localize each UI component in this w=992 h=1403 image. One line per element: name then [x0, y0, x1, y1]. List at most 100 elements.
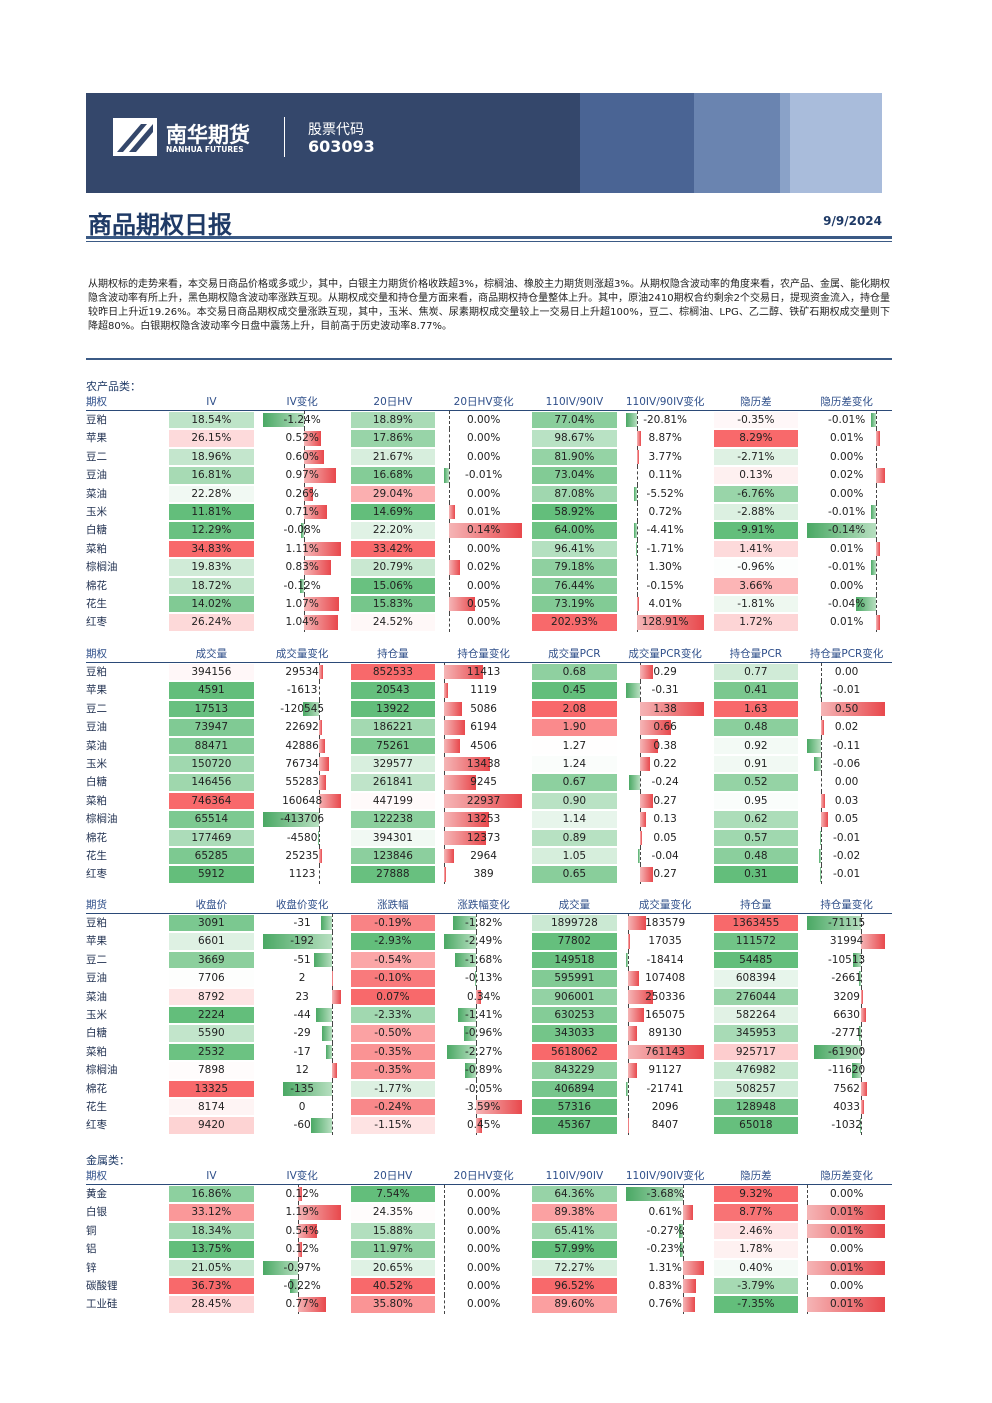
data-bar [861, 1007, 867, 1023]
table-cell: 17035 [620, 932, 711, 951]
cell-text: 0.54% [285, 1224, 319, 1237]
header-row: 期权 IV IV变化 20日HV 20日HV变化 110IV/90IV 110IV/90IV… [86, 394, 892, 411]
row-label: 菜粕 [86, 792, 166, 810]
table-row: 豆粕 3091 -31 -0.19% -1.82% 1899728 183579 136345… [86, 914, 892, 933]
bar-axis [821, 736, 823, 755]
cell-text: 棕榈油 [86, 561, 118, 574]
heat-cell [169, 467, 254, 484]
table-cell: -0.13% [438, 969, 529, 988]
cell-text: 4033 [833, 1100, 860, 1113]
row-label: 白糖 [86, 521, 166, 539]
data-bar [636, 615, 704, 630]
header-band: 南华期货 NANHUA FUTURES 股票代码 603093 [86, 93, 882, 193]
row-label: 豆粕 [86, 663, 166, 681]
table-cell: -1.41% [438, 1005, 529, 1025]
heat-cell [532, 485, 617, 502]
table-cell: 0.45% [438, 1116, 529, 1135]
column-header: 成交量变化 [638, 899, 692, 911]
table-cell: -21741 [620, 1079, 711, 1098]
data-bar [807, 1260, 886, 1275]
table-cell: 88471 [166, 737, 257, 755]
table-cell: 0.00% [438, 613, 529, 632]
cell-text: 0.02 [834, 721, 859, 734]
cell-text: 0.76% [648, 1298, 682, 1311]
cell-text: 0.00 [834, 666, 859, 678]
cell-text: -0.01 [833, 684, 861, 697]
data-bar [638, 848, 641, 864]
table-cell: 0.95 [711, 792, 802, 810]
heat-cell [532, 1025, 617, 1042]
column-header: 110IV/90IV变化 [625, 1170, 705, 1182]
table-cell: 107408 [620, 969, 711, 988]
cell-text: 6194 [470, 721, 497, 734]
table-cell: 26.24% [166, 613, 257, 631]
table-row: 苹果 26.15% 0.52% 17.86% 0.00% 98.67% 8.87% 8.29%… [86, 429, 892, 448]
table-cell: 394156 [166, 663, 257, 681]
data-bar [627, 1063, 637, 1078]
data-bar [318, 738, 325, 753]
table-cell: 630253 [529, 1006, 620, 1024]
bar-axis [636, 521, 638, 540]
cell-text: 1.04% [285, 616, 319, 629]
row-label: 白银 [86, 1203, 166, 1221]
table-cell: 1.38 [620, 699, 711, 719]
table-cell: -0.10% [348, 969, 439, 987]
heat-cell [350, 829, 436, 846]
data-bar [444, 683, 449, 698]
heat-cell [532, 1186, 617, 1203]
cell-text: 40.52% [372, 1279, 413, 1292]
table-cell: 0.11% [620, 466, 711, 485]
cell-text: -1.15% [374, 1119, 412, 1132]
table-cell: -3.79% [711, 1277, 802, 1295]
cell-text: 22.28% [191, 487, 232, 500]
table-cell: 89130 [620, 1024, 711, 1043]
column-header: 成交量 [195, 648, 228, 660]
bar-axis [875, 594, 877, 614]
bar-axis [476, 1061, 478, 1080]
heat-cell [713, 951, 799, 969]
table-cell: -1.68% [438, 950, 529, 970]
table-cell: 0.48 [711, 718, 802, 736]
heat-cell [350, 700, 436, 718]
cell-text: -0.10% [374, 972, 412, 985]
cell-text: 0.61% [648, 1206, 682, 1219]
heat-cell [169, 1062, 254, 1079]
row-label: 玉米 [86, 503, 166, 521]
cell-text: 925717 [735, 1045, 776, 1058]
cell-text: 2 [298, 972, 306, 985]
table-row: 棉花 177469 -4580 394301 12373 0.89 0.05 0.57 -0.0… [86, 828, 892, 847]
data-bar [444, 934, 477, 949]
table-cell: -2661 [801, 969, 892, 988]
table-row: 花生 65285 25235 123846 2964 1.05 -0.04 0.48 -0.02 [86, 846, 892, 866]
bar-axis [807, 1276, 809, 1296]
bar-axis [640, 846, 642, 866]
heat-cell [713, 700, 799, 718]
cell-text: 15.83% [372, 597, 413, 610]
cell-text: 0.62 [744, 813, 768, 826]
bar-axis [332, 950, 334, 970]
cell-text: 菜粕 [86, 1045, 107, 1058]
cell-text: 0.40% [739, 1261, 773, 1274]
column-header: IV变化 [286, 396, 318, 408]
cell-text: 111572 [735, 935, 776, 948]
table-cell: 65018 [711, 1116, 802, 1134]
heat-cell [532, 467, 617, 484]
cell-text: 0.00% [466, 1279, 501, 1292]
data-bar [628, 775, 641, 790]
data-bar [627, 934, 630, 949]
bar-axis [683, 1240, 685, 1259]
heat-cell [532, 1204, 617, 1221]
cell-text: 8.87% [648, 432, 682, 445]
data-bar [318, 665, 323, 680]
cell-text: 64.00% [554, 524, 595, 537]
cell-text: 0.05% [466, 597, 501, 610]
heat-cell [350, 988, 436, 1005]
table-cell: 12 [257, 1061, 348, 1080]
data-bar [683, 1260, 704, 1275]
cell-text: -0.24 [651, 776, 679, 789]
table-cell: 925717 [711, 1043, 802, 1061]
cell-text: 18.72% [191, 579, 232, 592]
heat-cell [350, 737, 436, 754]
row-label: 豆油 [86, 718, 166, 736]
heat-cell [350, 1204, 436, 1221]
